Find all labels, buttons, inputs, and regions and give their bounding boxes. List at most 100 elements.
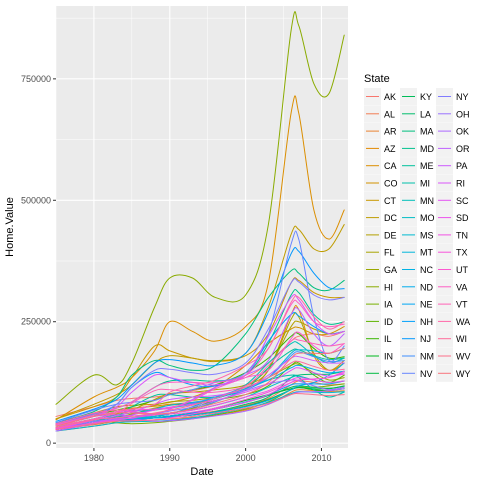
legend-item-mt: MT: [400, 243, 433, 261]
legend-label: MS: [420, 230, 434, 240]
legend-item-wy: WY: [436, 364, 471, 382]
legend-item-ut: UT: [436, 261, 468, 278]
legend-label: IL: [384, 334, 392, 344]
legend-item-nh: NH: [400, 312, 433, 330]
legend-item-ky: KY: [400, 88, 432, 105]
legend-label: NM: [420, 352, 434, 362]
legend-label: SD: [456, 213, 469, 223]
legend-item-id: ID: [364, 312, 394, 330]
series-line-pa: [55, 355, 345, 429]
legend-label: AK: [384, 92, 396, 102]
legend-label: MI: [420, 179, 430, 189]
legend-label: MO: [420, 213, 435, 223]
legend-label: LA: [420, 109, 431, 119]
legend-item-ms: MS: [400, 226, 434, 244]
y-axis-title: Home.Value: [4, 197, 16, 257]
series-line-dc: [55, 224, 345, 420]
legend-item-ne: NE: [400, 295, 433, 313]
legend-item-oh: OH: [436, 105, 470, 123]
legend-label: WV: [456, 352, 471, 362]
legend-item-va: VA: [436, 278, 467, 296]
legend-item-mn: MN: [400, 191, 434, 209]
grid-major: [56, 6, 348, 448]
legend-item-md: MD: [400, 139, 434, 157]
x-tick-label: 2000: [236, 453, 256, 463]
legend-item-nm: NM: [400, 347, 434, 365]
series-line-ia: [55, 383, 345, 430]
legend-label: MT: [420, 248, 433, 258]
legend-label: KY: [420, 92, 432, 102]
series-lines: [55, 11, 345, 432]
legend-label: OK: [456, 127, 469, 137]
y-tick-label: 500000: [21, 195, 51, 205]
legend-label: AZ: [384, 144, 396, 154]
legend-label: WA: [456, 317, 470, 327]
legend-item-tx: TX: [436, 243, 468, 261]
legend-item-or: OR: [436, 139, 470, 157]
legend-label: AL: [384, 109, 395, 119]
legend-label: NV: [420, 369, 433, 379]
series-line-va: [55, 299, 345, 426]
legend-label: OH: [456, 109, 470, 119]
legend-label: NE: [420, 300, 433, 310]
legend-item-tn: TN: [436, 226, 468, 244]
legend-item-sd: SD: [436, 209, 469, 227]
legend-item-ak: AK: [364, 88, 396, 105]
legend-item-ct: CT: [364, 191, 396, 209]
legend-label: ID: [384, 317, 394, 327]
series-line-ca: [55, 95, 345, 421]
series-line-wy: [55, 347, 345, 427]
legend-item-ks: KS: [364, 364, 396, 382]
legend-label: ME: [420, 161, 434, 171]
legend-item-wv: WV: [436, 347, 471, 365]
series-line-ok: [55, 388, 345, 432]
series-line-wv: [55, 392, 345, 431]
legend-item-al: AL: [364, 105, 395, 123]
series-line-wi: [55, 360, 345, 429]
x-tick-label: 1980: [84, 453, 104, 463]
legend-item-az: AZ: [364, 139, 396, 157]
x-axis-title: Date: [190, 466, 213, 478]
legend-label: TN: [456, 230, 468, 240]
legend-item-nv: NV: [400, 364, 433, 382]
legend-label: NJ: [420, 334, 431, 344]
legend-label: CO: [384, 179, 398, 189]
legend-item-me: ME: [400, 157, 434, 175]
legend-item-de: DE: [364, 226, 397, 244]
legend-item-ca: CA: [364, 157, 397, 175]
legend-label: FL: [384, 248, 395, 258]
legend-item-wa: WA: [436, 312, 470, 330]
legend-item-ok: OK: [436, 122, 469, 140]
legend-item-mi: MI: [400, 174, 430, 192]
legend-label: CT: [384, 196, 396, 206]
legend-items: AK AL AR AZ CA CO CT DC DE FL GA HI IA ID IL IN KS KY LA MA…: [364, 88, 471, 382]
legend-label: NY: [456, 92, 469, 102]
legend-label: CA: [384, 161, 397, 171]
legend-item-vt: VT: [436, 295, 468, 313]
legend-label: MD: [420, 144, 434, 154]
y-tick-label: 750000: [21, 74, 51, 84]
legend-label: DC: [384, 213, 397, 223]
series-line-wa: [55, 295, 345, 425]
legend-label: NH: [420, 317, 433, 327]
series-line-vt: [55, 338, 345, 427]
x-tick-label: 2010: [311, 453, 331, 463]
legend-label: KS: [384, 369, 396, 379]
legend-item-ma: MA: [400, 122, 434, 140]
legend-label: RI: [456, 179, 465, 189]
x-axis: 1980 1990 2000 2010: [84, 448, 331, 463]
legend-item-nc: NC: [400, 261, 433, 278]
legend-item-in: IN: [364, 347, 393, 365]
y-tick-label: 250000: [21, 317, 51, 327]
series-line-nj: [55, 246, 345, 422]
legend-label: UT: [456, 265, 468, 275]
legend-label: ND: [420, 282, 433, 292]
legend-label: TX: [456, 248, 468, 258]
legend-label: MN: [420, 196, 434, 206]
series-line-ny: [55, 278, 345, 425]
legend-item-nd: ND: [400, 278, 433, 296]
x-tick-label: 1990: [160, 453, 180, 463]
legend-item-ga: GA: [364, 261, 397, 278]
legend-label: AR: [384, 127, 397, 137]
